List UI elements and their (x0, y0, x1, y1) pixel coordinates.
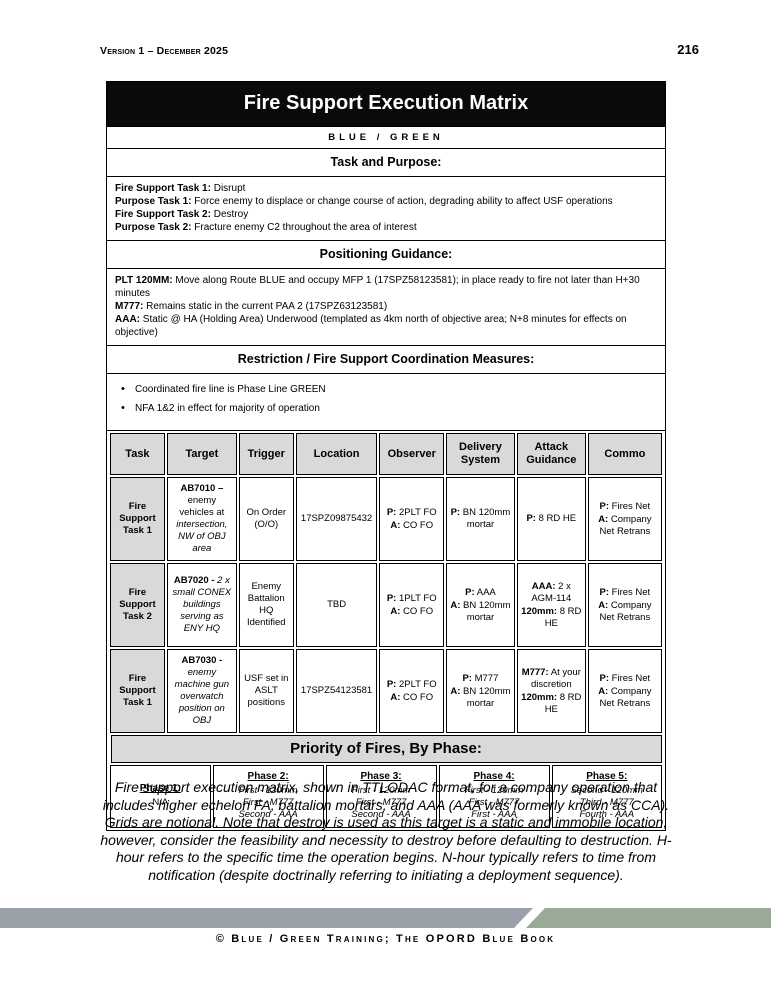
footer-band-gray (0, 908, 533, 928)
cell-location: TBD (295, 563, 378, 647)
document-subtitle: BLUE / GREEN (107, 126, 665, 148)
cell-attack-guidance: AAA: 2 x AGM-114 120mm: 8 RD HE (516, 563, 586, 647)
task-purpose-header: Task and Purpose: (107, 148, 665, 176)
bullet-item: Coordinated fire line is Phase Line GREE… (121, 382, 657, 397)
cell-observer: P: 2PLT FO A: CO FO (379, 649, 444, 733)
page-header: Version 1 – December 2025 216 (100, 42, 699, 57)
task-purpose-line: Purpose Task 2: Fracture enemy C2 throug… (115, 222, 417, 233)
task-purpose-line: Fire Support Task 2: Destroy (115, 209, 249, 220)
phase-2-cell: Phase 2: First - 120mm First - M777 Seco… (212, 765, 324, 828)
cell-task: Fire Support Task 1 (110, 649, 165, 733)
column-header-trigger: Trigger (238, 433, 294, 475)
cell-trigger: Enemy Battalion HQ Identified (238, 563, 294, 647)
figure-caption: Fire support execution matrix, shown in … (100, 779, 672, 883)
cell-commo: P: Fires Net A: Company Net Retrans (587, 649, 662, 733)
matrix-row-1: Fire Support Task 1 AB7010 – enemy vehic… (110, 477, 662, 561)
phase-row: Phase 1: N/A Phase 2: First - 120mm Firs… (110, 765, 662, 828)
version-label: Version 1 – December 2025 (100, 45, 229, 57)
column-header-commo: Commo (587, 433, 662, 475)
priority-of-fires-table: Phase 1: N/A Phase 2: First - 120mm Firs… (107, 763, 665, 830)
cell-delivery-system: P: AAA A: BN 120mm mortar (446, 563, 515, 647)
phase-3-cell: Phase 3: First - 120mm First - M777 Seco… (325, 765, 437, 828)
footer-copyright: © Blue / Green Training; The OPORD Blue … (215, 933, 556, 945)
footer-decorative-band (0, 908, 771, 928)
restriction-bullets: Coordinated fire line is Phase Line GREE… (107, 373, 665, 430)
task-purpose-body: Fire Support Task 1: Disrupt Purpose Tas… (107, 176, 665, 240)
matrix-row-2: Fire Support Task 2 AB7020 - 2 x small C… (110, 563, 662, 647)
task-purpose-line: Fire Support Task 1: Disrupt (115, 183, 246, 194)
page-number: 216 (677, 42, 699, 57)
cell-commo: P: Fires Net A: Company Net Retrans (587, 477, 662, 561)
bullet-item: NFA 1&2 in effect for majority of operat… (121, 401, 657, 416)
footer-band-green (526, 908, 771, 928)
document-title: Fire Support Execution Matrix (107, 82, 665, 126)
task-purpose-line: Purpose Task 1: Force enemy to displace … (115, 196, 613, 207)
positioning-guidance-body: PLT 120MM: Move along Route BLUE and occ… (107, 268, 665, 345)
cell-attack-guidance: P: 8 RD HE (516, 477, 586, 561)
cell-target: AB7010 – enemy vehicles at intersection,… (166, 477, 237, 561)
phase-5-cell: Phase 5: Second - 120mm Third - M777 Fou… (551, 765, 662, 828)
positioning-line: PLT 120MM: Move along Route BLUE and occ… (115, 275, 640, 299)
positioning-line: AAA: Static @ HA (Holding Area) Underwoo… (115, 314, 627, 338)
column-header-attack-guidance: Attack Guidance (516, 433, 586, 475)
column-header-observer: Observer (379, 433, 444, 475)
matrix-row-3: Fire Support Task 1 AB7030 - enemy machi… (110, 649, 662, 733)
matrix-header-row: Task Target Trigger Location Observer De… (110, 433, 662, 475)
cell-trigger: On Order (O/O) (238, 477, 294, 561)
column-header-task: Task (110, 433, 165, 475)
execution-matrix-table: Task Target Trigger Location Observer De… (107, 430, 665, 735)
cell-task: Fire Support Task 1 (110, 477, 165, 561)
fire-support-matrix-document: Fire Support Execution Matrix BLUE / GRE… (106, 81, 666, 831)
cell-observer: P: 2PLT FO A: CO FO (379, 477, 444, 561)
column-header-target: Target (166, 433, 237, 475)
phase-1-cell: Phase 1: N/A (110, 765, 211, 828)
restriction-header: Restriction / Fire Support Coordination … (107, 345, 665, 373)
positioning-guidance-header: Positioning Guidance: (107, 240, 665, 268)
cell-trigger: USF set in ASLT positions (238, 649, 294, 733)
cell-attack-guidance: M777: At your discretion 120mm: 8 RD HE (516, 649, 586, 733)
priority-of-fires-header: Priority of Fires, By Phase: (110, 735, 662, 763)
cell-target: AB7020 - 2 x small CONEX buildings servi… (166, 563, 237, 647)
cell-task: Fire Support Task 2 (110, 563, 165, 647)
cell-target: AB7030 - enemy machine gun overwatch pos… (166, 649, 237, 733)
column-header-location: Location (295, 433, 378, 475)
cell-location: 17SPZ54123581 (295, 649, 378, 733)
column-header-delivery-system: Delivery System (446, 433, 515, 475)
phase-4-cell: Phase 4: First - 120mm First - M777 Firs… (438, 765, 550, 828)
positioning-line: M777: Remains static in the current PAA … (115, 301, 388, 312)
cell-delivery-system: P: BN 120mm mortar (446, 477, 515, 561)
cell-observer: P: 1PLT FO A: CO FO (379, 563, 444, 647)
cell-commo: P: Fires Net A: Company Net Retrans (587, 563, 662, 647)
cell-location: 17SPZ09875432 (295, 477, 378, 561)
cell-delivery-system: P: M777 A: BN 120mm mortar (446, 649, 515, 733)
